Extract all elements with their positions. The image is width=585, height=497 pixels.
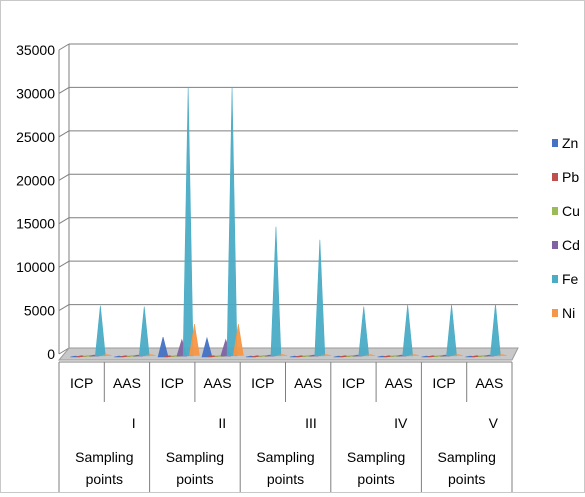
group-label-i: Sampling points [75,449,133,487]
group-numeral-iii: III [305,415,317,431]
y-axis-tick-labels: 0 5000 10000 15000 20000 25000 30000 35000 [16,42,55,362]
group-label-iii: Sampling points [256,449,314,487]
method-label-iv-icp: ICP [342,375,365,391]
area-point-ni-i-aas [145,354,156,356]
category-group-v: ICP AAS V Sampling points [420,362,503,492]
legend: Zn Pb Cu Cd Fe Ni [552,135,580,321]
area-point-fe-v-aas [490,303,501,357]
y-tick-label-0: 0 [47,346,55,362]
category-group-iv: ICP AAS IV Sampling points [330,362,413,492]
category-group-iii: ICP AAS III Sampling points [239,362,322,492]
series-ni [101,323,507,356]
legend-swatch-zn [552,139,558,147]
area-point-fe-ii-icp [182,87,194,357]
y-tick-label-15000: 15000 [16,216,55,232]
legend-swatch-fe [552,275,558,283]
gridline-depth-35000 [58,43,70,51]
group-label-line: points [448,471,485,487]
method-label-iii-aas: AAS [294,375,322,391]
area-point-zn-ii-aas [201,336,213,358]
gridline-depth-5000 [58,304,70,312]
legend-label-cu: Cu [562,203,580,219]
series-fe [95,87,501,357]
y-tick-label-5000: 5000 [24,303,55,319]
group-label-line: Sampling [438,449,496,465]
area-point-ni-iii-aas [321,354,332,356]
area-point-fe-ii-aas [226,87,238,357]
method-label-v-icp: ICP [432,375,455,391]
plot-area [70,87,507,358]
group-numeral-iv: IV [394,415,408,431]
group-label-iv: Sampling points [347,449,405,487]
method-label-ii-aas: AAS [204,375,232,391]
category-group-ii: ICP AAS II Sampling points [149,362,232,492]
legend-swatch-ni [552,309,558,317]
area-point-fe-iii-aas [314,239,326,357]
group-label-v: Sampling points [438,449,496,487]
legend-swatch-pb [552,173,558,181]
gridline-depth-15000 [58,217,70,225]
method-label-ii-icp: ICP [161,375,184,391]
y-tick-label-25000: 25000 [16,129,55,145]
y-tick-label-30000: 30000 [16,85,55,101]
y-tick-label-20000: 20000 [16,172,55,188]
area-point-fe-v-icp [446,304,457,357]
area-point-fe-iii-icp [270,226,282,357]
y-tick-label-10000: 10000 [16,259,55,275]
group-label-line: points [267,471,304,487]
gridlines [58,43,518,355]
category-group-i: ICP AAS I Sampling points [58,362,141,492]
group-label-line: points [176,471,213,487]
legend-swatch-cu [552,207,558,215]
area-point-fe-i-aas [138,306,150,357]
group-numeral-v: V [489,415,499,431]
group-numeral-i: I [132,415,136,431]
group-label-ii: Sampling points [166,449,224,487]
group-label-line: Sampling [256,449,314,465]
method-label-i-icp: ICP [70,375,93,391]
y-tick-label-35000: 35000 [16,42,55,58]
gridline-depth-30000 [58,86,70,94]
legend-label-ni: Ni [562,305,575,321]
area-point-ni-ii-aas [232,323,244,356]
legend-label-fe: Fe [562,271,579,287]
area-point-ni-iii-icp [277,354,288,356]
area-point-ni-iv-aas [408,354,419,356]
area-point-ni-v-aas [496,354,507,356]
area-point-ni-ii-icp [189,323,200,356]
group-label-line: Sampling [75,449,133,465]
x-axis-category-table: ICP AAS I Sampling points ICP AAS II Sampling poi… [58,361,513,492]
area-point-ni-iv-icp [364,354,376,356]
legend-swatch-cd [552,241,558,249]
gridline-depth-0 [58,347,70,355]
area-point-zn-ii-icp [157,336,169,358]
gridline-depth-10000 [58,260,70,268]
legend-label-pb: Pb [562,169,579,185]
area-point-ni-i-icp [101,354,112,356]
method-label-iv-aas: AAS [385,375,413,391]
group-label-line: Sampling [347,449,405,465]
gridline-depth-20000 [58,173,70,181]
gridline-depth-25000 [58,130,70,138]
area-point-fe-iv-icp [358,306,370,357]
method-label-iii-icp: ICP [251,375,274,391]
method-label-v-aas: AAS [475,375,503,391]
legend-label-cd: Cd [562,237,580,253]
group-label-line: points [357,471,394,487]
area-point-ni-v-icp [452,354,463,356]
group-label-line: Sampling [166,449,224,465]
legend-label-zn: Zn [562,135,578,151]
method-label-i-aas: AAS [113,375,141,391]
group-numeral-ii: II [218,415,226,431]
area-point-fe-iv-aas [402,304,413,357]
group-label-line: points [86,471,123,487]
area-point-fe-i-icp [95,305,106,357]
